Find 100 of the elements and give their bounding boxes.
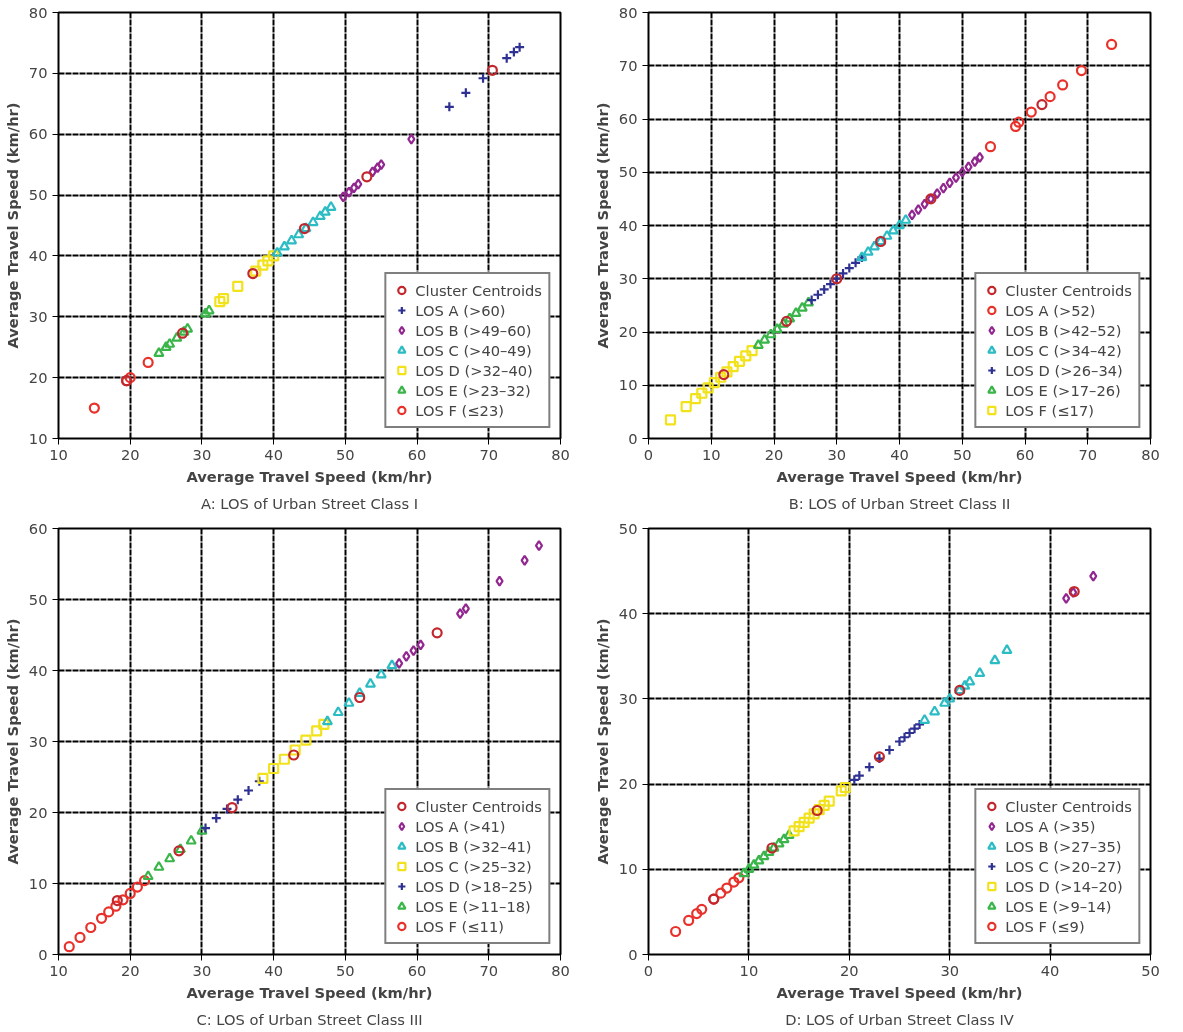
- legend-label: LOS E (>17–26): [1005, 381, 1121, 399]
- y-tick-label: 50: [618, 519, 638, 537]
- y-tick-label: 30: [618, 269, 638, 287]
- y-tick-label: 0: [38, 945, 48, 963]
- y-tick-label: 70: [618, 56, 638, 74]
- x-tick-label: 70: [1078, 445, 1098, 463]
- y-tick-label: 60: [28, 519, 48, 537]
- x-tick-label: 50: [336, 445, 355, 463]
- y-tick-label: 10: [618, 376, 638, 394]
- y-tick-label: 10: [28, 874, 48, 892]
- text: D: LOS of Urban Street Class IV: [785, 1010, 1014, 1028]
- x-tick-label: 0: [643, 445, 654, 463]
- legend-label: LOS D (>18–25): [415, 877, 533, 895]
- legend-label: LOS A (>35): [1005, 817, 1096, 835]
- x-tick-label: 30: [827, 445, 847, 463]
- x-tick-label: 20: [120, 961, 140, 979]
- y-axis-title: Average Travel Speed (km/hr): [3, 102, 21, 349]
- x-tick-label: 20: [839, 961, 859, 979]
- y-tick-label: 40: [28, 661, 48, 679]
- x-tick-label: 50: [952, 445, 972, 463]
- x-tick-label: 40: [890, 445, 909, 463]
- legend-label: LOS F (≤9): [1005, 917, 1085, 935]
- x-tick-label: 10: [701, 445, 721, 463]
- legend-label: LOS B (>27–35): [1005, 837, 1122, 855]
- legend-label: LOS E (>11–18): [415, 897, 531, 915]
- x-tick-label: 20: [764, 445, 784, 463]
- y-tick-label: 80: [618, 3, 638, 21]
- legend-label: LOS D (>14–20): [1005, 877, 1123, 895]
- y-tick-label: 60: [618, 110, 638, 127]
- y-tick-label: 0: [628, 945, 638, 963]
- legend-label: Cluster Centroids: [1005, 281, 1132, 299]
- x-tick-label: 30: [192, 445, 212, 463]
- x-tick-label: 80: [551, 961, 570, 979]
- legend-label: LOS F (≤23): [415, 401, 504, 419]
- x-tick-label: 50: [1141, 961, 1160, 979]
- x-tick-label: 30: [940, 961, 960, 979]
- x-tick-label: 10: [49, 445, 68, 463]
- x-tick-label: 60: [1015, 445, 1035, 463]
- legend-label: LOS C (>25–32): [415, 857, 532, 875]
- y-tick-label: 20: [28, 803, 48, 821]
- legend-label: LOS B (>32–41): [415, 837, 532, 855]
- y-tick-label: 10: [618, 860, 638, 878]
- x-tick-label: 30: [192, 961, 212, 979]
- legend-label: LOS A (>52): [1005, 301, 1096, 319]
- y-tick-label: 40: [28, 246, 48, 264]
- y-tick-label: 20: [28, 368, 48, 386]
- legend-label: LOS B (>49–60): [415, 321, 532, 339]
- legend-label: LOS B (>42–52): [1005, 321, 1122, 339]
- x-axis-title: Average Travel Speed (km/hr): [186, 467, 433, 485]
- y-tick-label: 20: [618, 775, 638, 793]
- legend-label: LOS D (>26–34): [1005, 361, 1123, 379]
- legend-label: LOS F (≤11): [415, 917, 504, 935]
- x-tick-label: 20: [120, 445, 140, 463]
- y-tick-label: 30: [618, 689, 638, 707]
- x-tick-label: 40: [264, 961, 283, 979]
- y-axis-title: Average Travel Speed (km/hr): [593, 618, 611, 865]
- y-tick-label: 40: [618, 216, 638, 234]
- legend-label: Cluster Centroids: [1005, 797, 1132, 815]
- x-tick-label: 0: [643, 961, 654, 979]
- x-axis-title: Average Travel Speed (km/hr): [776, 983, 1023, 1001]
- x-tick-label: 60: [407, 445, 427, 463]
- legend-label: Cluster Centroids: [415, 797, 542, 815]
- x-tick-label: 60: [407, 961, 427, 979]
- x-tick-label: 10: [739, 961, 759, 979]
- y-tick-label: 80: [28, 3, 48, 21]
- y-tick-label: 10: [28, 429, 48, 447]
- x-tick-label: 10: [49, 961, 68, 979]
- y-tick-label: 20: [618, 323, 638, 340]
- y-tick-label: 70: [28, 64, 48, 82]
- y-tick-label: 0: [628, 429, 638, 447]
- x-tick-label: 80: [1141, 445, 1160, 463]
- x-axis-title: Average Travel Speed (km/hr): [186, 983, 433, 1001]
- x-tick-label: 40: [1040, 961, 1060, 979]
- text: B: LOS of Urban Street Class II: [788, 494, 1011, 512]
- legend-label: LOS C (>20–27): [1005, 857, 1122, 875]
- legend-label: LOS F (≤17): [1005, 401, 1094, 419]
- y-tick-label: 50: [618, 163, 638, 181]
- legend-label: LOS A (>60): [415, 301, 506, 319]
- y-tick-label: 40: [618, 604, 638, 622]
- y-tick-label: 30: [28, 307, 48, 325]
- x-tick-label: 80: [551, 445, 570, 463]
- legend-label: LOS E (>9–14): [1005, 897, 1112, 915]
- legend-label: LOS A (>41): [415, 817, 506, 835]
- y-tick-label: 30: [28, 732, 48, 750]
- text: A: LOS of Urban Street Class I: [201, 494, 419, 512]
- x-tick-label: 70: [479, 961, 499, 979]
- x-axis-title: Average Travel Speed (km/hr): [776, 467, 1023, 485]
- x-tick-label: 40: [264, 445, 283, 463]
- legend-label: Cluster Centroids: [415, 281, 542, 299]
- legend-label: LOS C (>40–49): [415, 341, 532, 359]
- x-tick-label: 70: [479, 445, 499, 463]
- y-tick-label: 50: [28, 590, 48, 608]
- y-axis-title: Average Travel Speed (km/hr): [3, 618, 21, 865]
- text: C: LOS of Urban Street Class III: [196, 1010, 423, 1028]
- legend-label: LOS C (>34–42): [1005, 341, 1122, 359]
- y-axis-title: Average Travel Speed (km/hr): [593, 102, 611, 349]
- y-tick-label: 60: [28, 125, 48, 143]
- x-tick-label: 50: [336, 961, 355, 979]
- legend-label: LOS E (>23–32): [415, 381, 531, 399]
- y-tick-label: 50: [28, 186, 48, 204]
